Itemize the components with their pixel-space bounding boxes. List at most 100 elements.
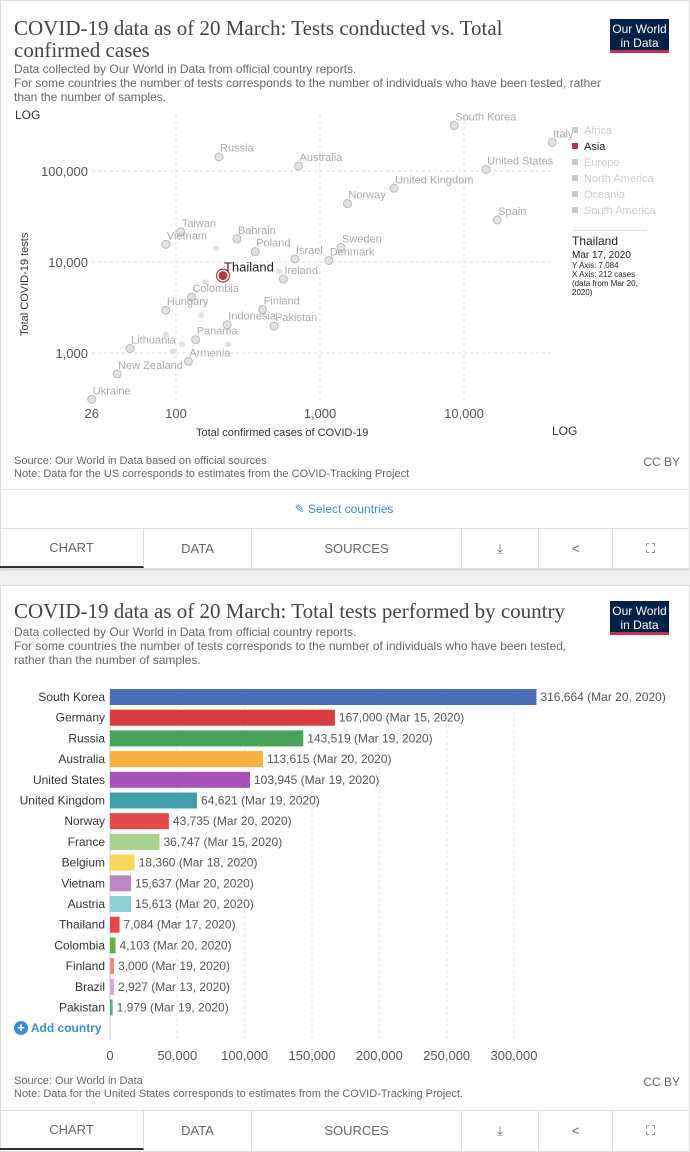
data-point: [492, 215, 502, 225]
category-label: United Kingdom: [20, 794, 105, 808]
point-label: Israel: [296, 245, 323, 257]
legend-label: Asia: [584, 141, 606, 153]
data-point: [176, 227, 186, 237]
scatter-chart-card: [0, 0, 690, 569]
legend-label: Oceania: [584, 189, 625, 201]
point-label: Colombia: [192, 283, 239, 295]
data-point: [276, 268, 283, 275]
bar: [110, 709, 335, 726]
legend-item[interactable]: South America: [572, 205, 656, 217]
data-point: [198, 312, 205, 319]
x-tick-label: 1,000: [304, 406, 337, 421]
bar: [110, 792, 198, 809]
point-label: Bahrain: [238, 225, 276, 237]
data-point: [162, 331, 169, 338]
add-country-button[interactable]: + Add country: [14, 1021, 102, 1035]
category-label: United States: [33, 773, 105, 787]
fullscreen-icon: ⛶: [645, 1122, 656, 1138]
owid-logo[interactable]: Our World in Data: [610, 601, 669, 635]
value-label: 103,945 (Mar 19, 2020): [254, 773, 379, 787]
tab-bar: CHART DATA SOURCES ⤓ < ⛶: [0, 1110, 688, 1150]
value-label: 4,103 (Mar 20, 2020): [120, 938, 232, 952]
x-scale-toggle[interactable]: LOG: [552, 424, 578, 438]
category-label: Austria: [68, 897, 106, 911]
bar: [110, 751, 264, 768]
bar: [110, 875, 132, 892]
point-label: Russia: [220, 143, 255, 155]
subtitle-line-1: Data collected by Our World in Data from…: [14, 62, 357, 76]
data-point: [290, 254, 300, 264]
data-point: [278, 274, 288, 284]
divider: [0, 489, 688, 490]
owid-logo[interactable]: Our World in Data: [610, 19, 669, 53]
data-point: [225, 341, 232, 348]
bar: [110, 958, 115, 975]
x-tick-label: 250,000: [423, 1048, 470, 1063]
tooltip: Thailand Mar 17, 2020 Y Axis: 7,084 X Ax…: [572, 230, 647, 297]
value-label: 36,747 (Mar 15, 2020): [163, 835, 282, 849]
note-text: Note: Data for the United States corresp…: [14, 1088, 463, 1100]
point-label: Italy: [553, 128, 574, 140]
legend-item[interactable]: Europe: [572, 157, 619, 169]
point-label: Indonesia: [228, 311, 277, 323]
value-label: 7,084 (Mar 17, 2020): [124, 918, 236, 932]
chart-footer: Source: Our World in Data Note: Data for…: [14, 1075, 463, 1101]
bar: [110, 813, 169, 830]
point-label: South Korea: [455, 111, 517, 123]
fullscreen-button[interactable]: ⛶: [613, 529, 688, 568]
data-point: [125, 344, 135, 354]
x-tick-label: 150,000: [289, 1048, 336, 1063]
tab-chart[interactable]: CHART: [0, 1111, 144, 1150]
tab-chart[interactable]: CHART: [0, 529, 144, 568]
tab-sources[interactable]: SOURCES: [252, 529, 462, 568]
legend-item[interactable]: Asia: [572, 141, 605, 153]
legend-item[interactable]: Oceania: [572, 189, 625, 201]
point-label: Taiwan: [182, 218, 216, 230]
x-tick-label: 100: [165, 406, 187, 421]
y-scale-toggle[interactable]: LOG: [15, 108, 41, 122]
pencil-icon: ✎: [294, 502, 305, 516]
value-label: 143,519 (Mar 19, 2020): [307, 731, 432, 745]
share-button[interactable]: <: [539, 529, 613, 568]
license-link[interactable]: CC BY: [643, 455, 680, 469]
legend-swatch: [572, 191, 578, 197]
data-point: [342, 199, 352, 209]
note-text: Note: Data for the US corresponds to est…: [14, 468, 410, 480]
point-label: United Kingdom: [395, 174, 473, 186]
share-button[interactable]: <: [539, 1111, 613, 1150]
x-tick-label: 200,000: [356, 1048, 403, 1063]
category-label: Germany: [56, 711, 105, 725]
tooltip-country: Thailand: [572, 234, 619, 248]
bar: [110, 689, 537, 705]
scatter-plot: 26 100 1,000 10,000 100,000 10,000 1,000 South …: [41, 111, 574, 421]
value-label: 167,000 (Mar 15, 2020): [339, 711, 464, 725]
x-tick-label: 0: [106, 1048, 113, 1063]
download-button[interactable]: ⤓: [462, 1111, 539, 1150]
legend-swatch: [572, 127, 578, 133]
bar: [110, 771, 250, 788]
subtitle-line-2: For some countries the number of tests c…: [14, 639, 567, 667]
plus-circle-icon: +: [14, 1021, 28, 1035]
tooltip-y: Y Axis: 7,084: [572, 261, 619, 270]
legend-item[interactable]: North America: [572, 173, 654, 185]
y-tick-label: 1,000: [55, 346, 88, 361]
data-point-thailand: [218, 271, 228, 281]
legend-item[interactable]: Africa: [572, 125, 612, 137]
select-countries-button[interactable]: ✎ Select countries: [0, 502, 688, 516]
tab-data[interactable]: DATA: [144, 1111, 252, 1150]
tab-sources[interactable]: SOURCES: [252, 1111, 462, 1150]
point-label: Finland: [264, 296, 300, 308]
data-point: [449, 120, 459, 130]
data-point: [112, 369, 122, 379]
legend-swatch: [572, 207, 578, 213]
download-button[interactable]: ⤓: [462, 529, 539, 568]
data-point: [87, 394, 97, 404]
bar: [110, 978, 114, 995]
tab-data[interactable]: DATA: [144, 529, 252, 568]
tooltip-date: Mar 17, 2020: [572, 250, 631, 261]
fullscreen-button[interactable]: ⛶: [613, 1111, 688, 1150]
data-point: [232, 234, 242, 244]
point-label: Sweden: [342, 233, 382, 245]
license-link[interactable]: CC BY: [643, 1075, 680, 1089]
